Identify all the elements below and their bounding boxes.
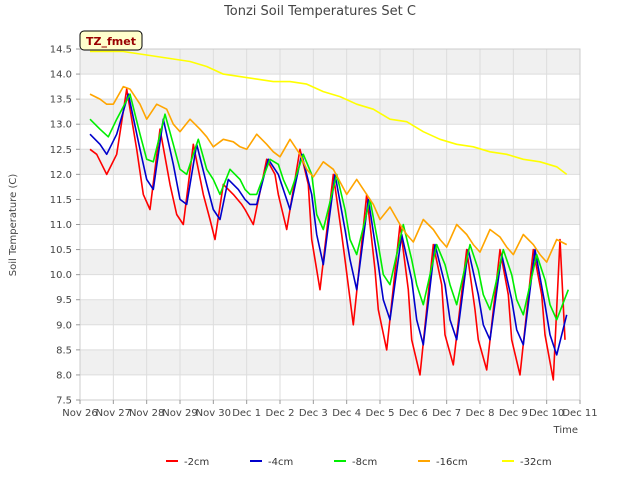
y-tick-label: 11.0 [50,220,72,231]
annotation-background [79,30,143,51]
x-tick-label: Nov 28 [129,408,164,419]
x-tick-label: Nov 30 [196,408,231,419]
legend-label: -4cm [268,457,293,468]
y-tick-label: 14.0 [50,70,72,81]
chart-title: Tonzi Soil Temperatures Set C [223,4,416,19]
x-tick-label: Dec 10 [529,408,564,419]
x-tick-label: Dec 8 [466,408,495,419]
series-line-2cmcm [89,88,566,381]
legend-label: -8cm [352,457,377,468]
plot-band [80,49,580,75]
y-tick-label: 12.0 [50,170,72,181]
x-tick-label: Dec 1 [232,408,261,419]
y-tick-label: 10.0 [50,270,72,281]
y-axis-ticks: 7.5 8.0 8.5 9.0 9.5 10.0 10.5 11.0 11.5 12.0 12.5 1… [50,45,80,407]
series-line-4cmcm [89,93,568,356]
y-tick-label: 7.5 [56,396,72,407]
x-tick-label: Dec 3 [299,408,328,419]
x-axis-label: Time [553,425,578,436]
y-axis-label: Soil Temperature (C) [8,174,19,277]
legend-label: -32cm [520,457,552,468]
plot-band [80,299,580,325]
x-tick-label: Nov 29 [162,408,197,419]
x-tick-label: Nov 26 [62,408,97,419]
y-tick-label: 10.5 [50,245,72,256]
y-tick-label: 8.0 [56,370,72,381]
series-line-16cmcm [89,85,568,263]
series-line-32cmcm [90,50,568,176]
x-tick-label: Dec 5 [366,408,395,419]
legend-label: -16cm [436,457,468,468]
x-tick-label: Dec 11 [562,408,597,419]
y-tick-label: 14.5 [50,45,72,56]
x-tick-label: Nov 27 [96,408,131,419]
y-tick-label: 9.5 [56,295,72,306]
y-tick-label: 13.0 [50,120,72,131]
y-tick-label: 11.5 [50,195,72,206]
plot-band [80,99,580,125]
y-tick-label: 12.5 [50,145,72,156]
legend-label: -2cm [184,457,209,468]
annotation-box: TZ_fmet [79,30,143,51]
series-lines [89,50,570,381]
legend: -2cm -4cm -8cm -16cm -32cm [166,457,552,468]
x-tick-label: Dec 6 [399,408,428,419]
x-tick-label: Dec 9 [499,408,528,419]
x-tick-label: Dec 7 [432,408,461,419]
y-tick-label: 9.0 [56,320,72,331]
x-tick-label: Dec 2 [266,408,295,419]
y-tick-label: 8.5 [56,345,72,356]
annotation-label: TZ_fmet [86,35,136,48]
y-tick-label: 13.5 [50,95,72,106]
plot-band [80,349,580,375]
series-line-8cmcm [89,93,570,321]
plot-band [80,249,580,275]
x-tick-label: Dec 4 [332,408,361,419]
